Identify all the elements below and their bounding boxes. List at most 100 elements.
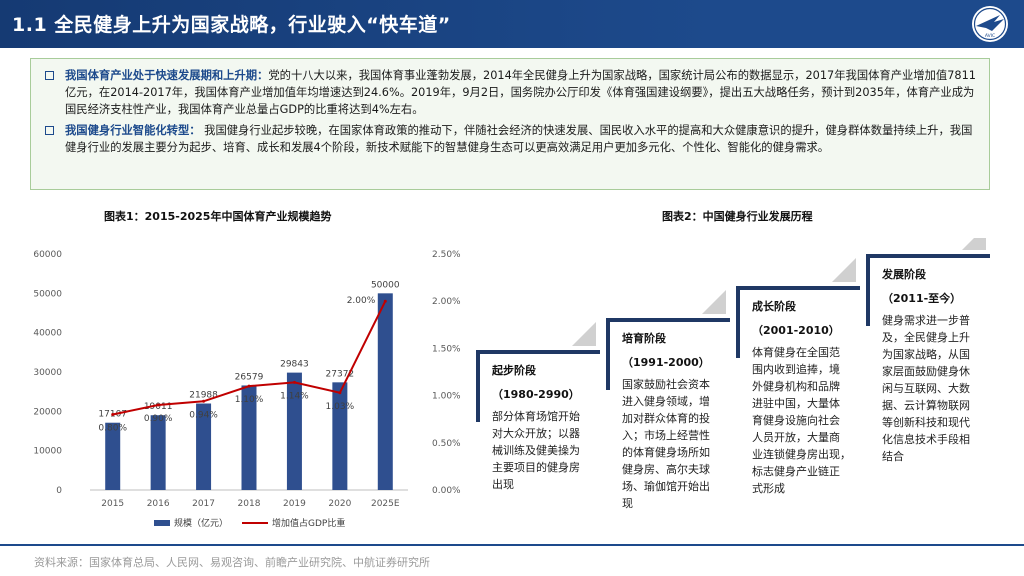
chart1-title: 图表1：2015-2025年中国体育产业规模趋势 <box>104 210 332 223</box>
stage-description-line: 结合 <box>882 449 904 463</box>
legend-line-label: 增加值占GDP比重 <box>272 517 345 529</box>
bar <box>105 422 121 490</box>
stage-description-line: 业连锁健身房出现， <box>752 447 851 461</box>
avic-logo-icon: AVIC <box>972 6 1008 42</box>
stage-name: 起步阶段 <box>491 363 536 377</box>
y-left-tick-label: 0 <box>56 486 62 496</box>
line-value-label: 0.80% <box>98 423 127 433</box>
stage-name: 成长阶段 <box>752 299 796 313</box>
stage-description-line: 健身需求进一步普 <box>882 313 970 327</box>
stage-left-bar <box>736 286 740 358</box>
stage-description-line: 现 <box>622 497 633 510</box>
line-value-label: 1.14% <box>280 391 309 401</box>
stage-description-line: 对大众开放；以器 <box>492 426 580 440</box>
stage-description-line: 国家鼓励社会资本 <box>622 377 710 391</box>
header-bar: 1.1 全民健身上升为国家战略，行业驶入“快车道” AVIC <box>0 0 1024 48</box>
line-point <box>111 412 115 416</box>
summary-item: 我国健身行业智能化转型： 我国健身行业起步较晚，在国家体育政策的推动下，伴随社会… <box>43 122 977 156</box>
bar-value-label: 27372 <box>326 369 355 379</box>
stage-period: （2011-至今） <box>882 291 961 305</box>
y-left-tick-label: 40000 <box>33 329 62 339</box>
stage-description-line: 闲与互联网、大数 <box>882 381 970 395</box>
line-value-label: 2.00% <box>347 296 376 306</box>
line-point <box>292 380 296 384</box>
summary-text: 我国健身行业起步较晚，在国家体育政策的推动下，伴随社会经济的快速发展、国民收入水… <box>65 124 973 154</box>
bar <box>196 403 212 490</box>
x-tick-label: 2015 <box>101 499 124 509</box>
stage-corner-triangle <box>702 290 726 314</box>
stage-name: 培育阶段 <box>622 331 666 345</box>
stage-period: （1980-2990） <box>492 388 580 401</box>
bar-value-label: 29843 <box>280 360 309 370</box>
stage-description-line: 式形成 <box>752 482 785 495</box>
stage-top-bar <box>606 318 730 322</box>
stage-top-bar <box>736 286 860 290</box>
bar-value-label: 21988 <box>189 391 218 401</box>
stage-description-line: 入；市场上经营性 <box>622 428 710 442</box>
stage-description-line: 人员开放，大量商 <box>752 430 840 444</box>
summary-box: 我国体育产业处于快速发展期和上升期：党的十八大以来，我国体育事业蓬勃发展，201… <box>30 58 990 190</box>
stage-description-line: 进入健身领域，增 <box>622 394 710 408</box>
square-bullet-icon <box>45 71 54 80</box>
stage-top-bar <box>476 350 600 354</box>
svg-text:AVIC: AVIC <box>985 33 995 39</box>
y-right-tick-label: 0.50% <box>432 439 461 449</box>
x-tick-label: 2017 <box>192 499 215 509</box>
stage-description-line: 家层面鼓励健身休 <box>882 364 970 378</box>
line-point <box>156 403 160 407</box>
fitness-timeline-diagram: 起步阶段 （1980-2990） 部分体育场馆开始对大众开放；以器械训练及健美操为主… <box>476 238 990 510</box>
stage-description-line: 为国家战略，从国 <box>882 347 970 361</box>
square-bullet-icon <box>45 126 54 135</box>
line-point <box>247 384 251 388</box>
stage-description-line: 据、云计算物联网 <box>882 398 970 412</box>
stage-period: （1991-2000） <box>622 356 710 369</box>
x-tick-label: 2016 <box>147 499 170 509</box>
y-left-tick-label: 60000 <box>33 250 62 260</box>
y-left-tick-label: 20000 <box>33 407 62 417</box>
stage-description-line: 出现 <box>492 477 514 491</box>
stage-description-line: 加对群众体育的投 <box>622 411 710 425</box>
bar-value-label: 50000 <box>371 280 400 290</box>
x-tick-label: 2020 <box>328 499 351 509</box>
line-value-label: 0.90% <box>144 414 173 424</box>
stage-description-line: 主要项目的健身房 <box>492 460 580 474</box>
bar <box>377 293 393 490</box>
x-tick-label: 2018 <box>238 499 261 509</box>
stage-description-line: 的体育健身场所如 <box>622 445 710 459</box>
x-tick-label: 2025E <box>371 499 400 509</box>
summary-lead: 我国体育产业处于快速发展期和上升期： <box>65 69 269 82</box>
x-tick-label: 2019 <box>283 499 306 509</box>
bar-value-label: 19011 <box>144 402 173 412</box>
line-value-label: 1.03% <box>326 402 355 412</box>
y-right-tick-label: 2.50% <box>432 250 461 260</box>
summary-text: 党的十八大以来，我国体育事业蓬勃发展，2014年全民健身上升为国家战略，国家统计… <box>65 69 976 116</box>
stage-description-line: 械训练及健美操为 <box>492 443 580 457</box>
page-title: 1.1 全民健身上升为国家战略，行业驶入“快车道” <box>12 14 451 36</box>
stage-top-bar <box>866 254 990 258</box>
stage-description-line: 外健身机构和品牌 <box>752 379 840 393</box>
chart2-title: 图表2：中国健身行业发展历程 <box>662 210 813 223</box>
stage-corner-triangle <box>962 238 986 250</box>
line-point <box>383 299 387 303</box>
line-value-label: 0.94% <box>189 410 218 420</box>
stage-description-line: 标志健身产业链正 <box>752 464 840 478</box>
stage-left-bar <box>866 254 870 326</box>
line-point <box>202 399 206 403</box>
footer-divider <box>0 544 1024 546</box>
sports-industry-chart: 0 10000 20000 30000 40000 50000 60000 0.00% 0.50… <box>33 250 461 529</box>
source-note: 资料来源：国家体育总局、人民网、易观咨询、前瞻产业研究院、中航证券研究所 <box>34 556 430 569</box>
line-value-label: 1.10% <box>235 395 264 405</box>
stage-corner-triangle <box>832 258 856 282</box>
summary-item: 我国体育产业处于快速发展期和上升期：党的十八大以来，我国体育事业蓬勃发展，201… <box>43 67 977 118</box>
bar-value-label: 26579 <box>235 372 264 382</box>
stage-description-line: 围内收到追捧，境 <box>752 362 840 376</box>
stage-left-bar <box>476 350 480 422</box>
y-left-tick-label: 50000 <box>33 289 62 299</box>
line-point <box>338 391 342 395</box>
stage-description-line: 等创新科技和现代 <box>882 415 970 429</box>
legend-bar-label: 规模（亿元） <box>174 517 228 529</box>
y-left-tick-label: 10000 <box>33 447 62 457</box>
stage-description-line: 部分体育场馆开始 <box>492 409 580 423</box>
stage-description-line: 进驻中国，大量体 <box>752 396 840 410</box>
bar <box>241 385 257 490</box>
